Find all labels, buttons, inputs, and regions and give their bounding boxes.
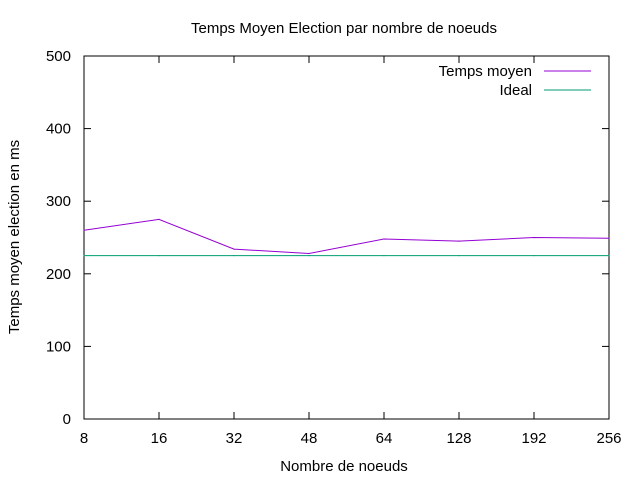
- y-tick-label: 100: [46, 338, 71, 355]
- series-group: [83, 218, 610, 257]
- y-axis: 0 100 200 300 400 500: [46, 48, 609, 428]
- x-axis-label: Nombre de noeuds: [280, 458, 408, 475]
- data-point: [608, 255, 610, 257]
- data-point: [458, 255, 460, 257]
- x-axis: 8 16 32 48 64 128 192 256: [80, 56, 622, 447]
- data-point: [383, 238, 385, 240]
- data-point: [308, 255, 310, 257]
- x-tick-label: 32: [226, 430, 243, 447]
- data-point: [608, 237, 610, 239]
- data-point: [383, 255, 385, 257]
- y-tick-label: 200: [46, 266, 71, 283]
- data-point: [83, 255, 85, 257]
- x-tick-label: 128: [446, 430, 471, 447]
- legend: Temps moyen Ideal: [439, 63, 591, 99]
- y-tick-label: 400: [46, 121, 71, 138]
- data-point: [233, 248, 235, 250]
- data-point: [158, 255, 160, 257]
- data-point: [533, 255, 535, 257]
- y-tick-label: 0: [63, 411, 71, 428]
- x-tick-label: 48: [301, 430, 318, 447]
- legend-label: Ideal: [499, 82, 532, 99]
- series-line-0: [83, 218, 610, 254]
- plot-border: [83, 55, 610, 420]
- x-tick-label: 64: [376, 430, 393, 447]
- data-point: [308, 252, 310, 255]
- chart-title: Temps Moyen Election par nombre de noeud…: [191, 20, 497, 37]
- y-tick-label: 300: [46, 193, 71, 210]
- data-point: [83, 229, 85, 231]
- x-tick-label: 192: [521, 430, 546, 447]
- y-tick-label: 500: [46, 48, 71, 65]
- data-point: [458, 240, 460, 242]
- x-tick-label: 8: [80, 430, 88, 447]
- x-tick-label: 256: [596, 430, 621, 447]
- data-point: [533, 236, 535, 239]
- y-axis-label: Temps moyen election en ms: [6, 140, 23, 334]
- data-point: [233, 255, 235, 257]
- x-tick-label: 16: [151, 430, 168, 447]
- data-point: [158, 218, 160, 220]
- legend-label: Temps moyen: [439, 63, 532, 80]
